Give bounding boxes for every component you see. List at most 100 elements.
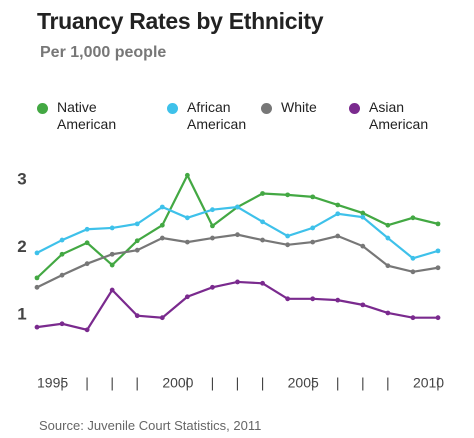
data-point xyxy=(435,248,441,254)
legend-item: Native American xyxy=(37,99,147,133)
data-point xyxy=(59,321,65,327)
x-tick-label: | xyxy=(386,375,390,391)
legend-swatch xyxy=(167,103,178,114)
source-note: Source: Juvenile Court Statistics, 2011 xyxy=(39,418,262,433)
data-point xyxy=(385,310,391,316)
x-tick-label: 1995 xyxy=(37,375,68,391)
data-point xyxy=(435,315,441,321)
x-tick-label: | xyxy=(336,375,340,391)
x-tick-label: 2005 xyxy=(288,375,319,391)
data-point xyxy=(84,240,90,246)
y-tick-label: 1 xyxy=(17,304,26,323)
x-tick-label: | xyxy=(436,375,440,391)
x-tick-label: | xyxy=(85,375,89,391)
x-tick-label: | xyxy=(211,375,215,391)
data-point xyxy=(285,233,291,239)
data-point xyxy=(260,237,265,243)
data-point xyxy=(109,251,115,257)
legend-swatch xyxy=(349,103,360,114)
data-point xyxy=(159,204,165,210)
data-point xyxy=(435,265,441,271)
legend-item: Asian American xyxy=(349,99,459,133)
data-point xyxy=(310,239,316,245)
data-point xyxy=(360,243,366,249)
data-point xyxy=(59,237,65,243)
data-point xyxy=(159,235,165,241)
data-point xyxy=(260,219,265,225)
data-point xyxy=(84,261,90,267)
data-point xyxy=(59,251,65,257)
data-point xyxy=(210,284,215,290)
data-point xyxy=(285,242,291,248)
legend: Native American African American White Asia… xyxy=(0,99,474,139)
data-point xyxy=(310,225,316,231)
data-point xyxy=(59,272,65,278)
data-point xyxy=(184,294,190,300)
legend-swatch xyxy=(261,103,272,114)
x-tick-label: | xyxy=(110,375,114,391)
data-point xyxy=(34,250,40,256)
data-point xyxy=(109,287,115,293)
data-point xyxy=(260,280,265,286)
data-point xyxy=(210,207,215,213)
data-point xyxy=(134,247,140,253)
data-point xyxy=(310,194,316,200)
legend-label: Native American xyxy=(57,99,117,132)
data-point xyxy=(260,191,265,196)
legend-item: African American xyxy=(167,99,267,133)
data-point xyxy=(435,221,441,227)
legend-label: Asian American xyxy=(369,99,429,132)
legend-label: White xyxy=(281,99,317,115)
data-point xyxy=(385,263,391,269)
data-point xyxy=(410,255,416,261)
data-point xyxy=(410,269,416,275)
data-point xyxy=(34,324,40,330)
data-point xyxy=(360,210,366,216)
data-point xyxy=(134,221,140,227)
x-tick-label: | xyxy=(186,375,190,391)
data-point xyxy=(134,313,140,319)
x-tick-label: | xyxy=(261,375,265,391)
data-point xyxy=(410,215,416,221)
x-tick-label: | xyxy=(311,375,315,391)
x-tick-label: | xyxy=(135,375,139,391)
data-point xyxy=(84,327,90,333)
chart-subtitle: Per 1,000 people xyxy=(40,44,167,61)
series-line xyxy=(36,233,439,289)
x-tick-label: | xyxy=(236,375,240,391)
data-point xyxy=(385,222,391,228)
data-point xyxy=(335,202,341,208)
data-point xyxy=(335,233,341,239)
data-point xyxy=(360,302,366,308)
data-point xyxy=(235,279,240,285)
data-point xyxy=(159,222,165,228)
data-point xyxy=(84,226,90,232)
data-point xyxy=(335,211,341,217)
data-point xyxy=(335,297,341,303)
legend-item: White xyxy=(261,99,341,116)
data-point xyxy=(210,223,215,229)
data-point xyxy=(235,232,240,238)
x-tick-label: 2010 xyxy=(413,375,444,391)
data-point xyxy=(159,315,165,321)
data-point xyxy=(134,238,140,244)
chart-title: Truancy Rates by Ethnicity xyxy=(37,8,324,34)
data-point xyxy=(34,275,40,281)
data-point xyxy=(285,192,291,198)
data-point xyxy=(184,172,190,178)
x-tick-label: 2000 xyxy=(162,375,193,391)
data-point xyxy=(385,235,391,241)
x-tick-label: | xyxy=(60,375,64,391)
data-point xyxy=(109,225,115,231)
y-tick-label: 2 xyxy=(17,237,26,256)
data-point xyxy=(235,204,240,210)
x-tick-label: | xyxy=(361,375,365,391)
legend-label: African American xyxy=(187,99,247,132)
data-point xyxy=(410,315,416,321)
series-line xyxy=(36,280,438,332)
data-point xyxy=(109,262,115,268)
data-point xyxy=(184,239,190,245)
data-point xyxy=(34,284,40,290)
